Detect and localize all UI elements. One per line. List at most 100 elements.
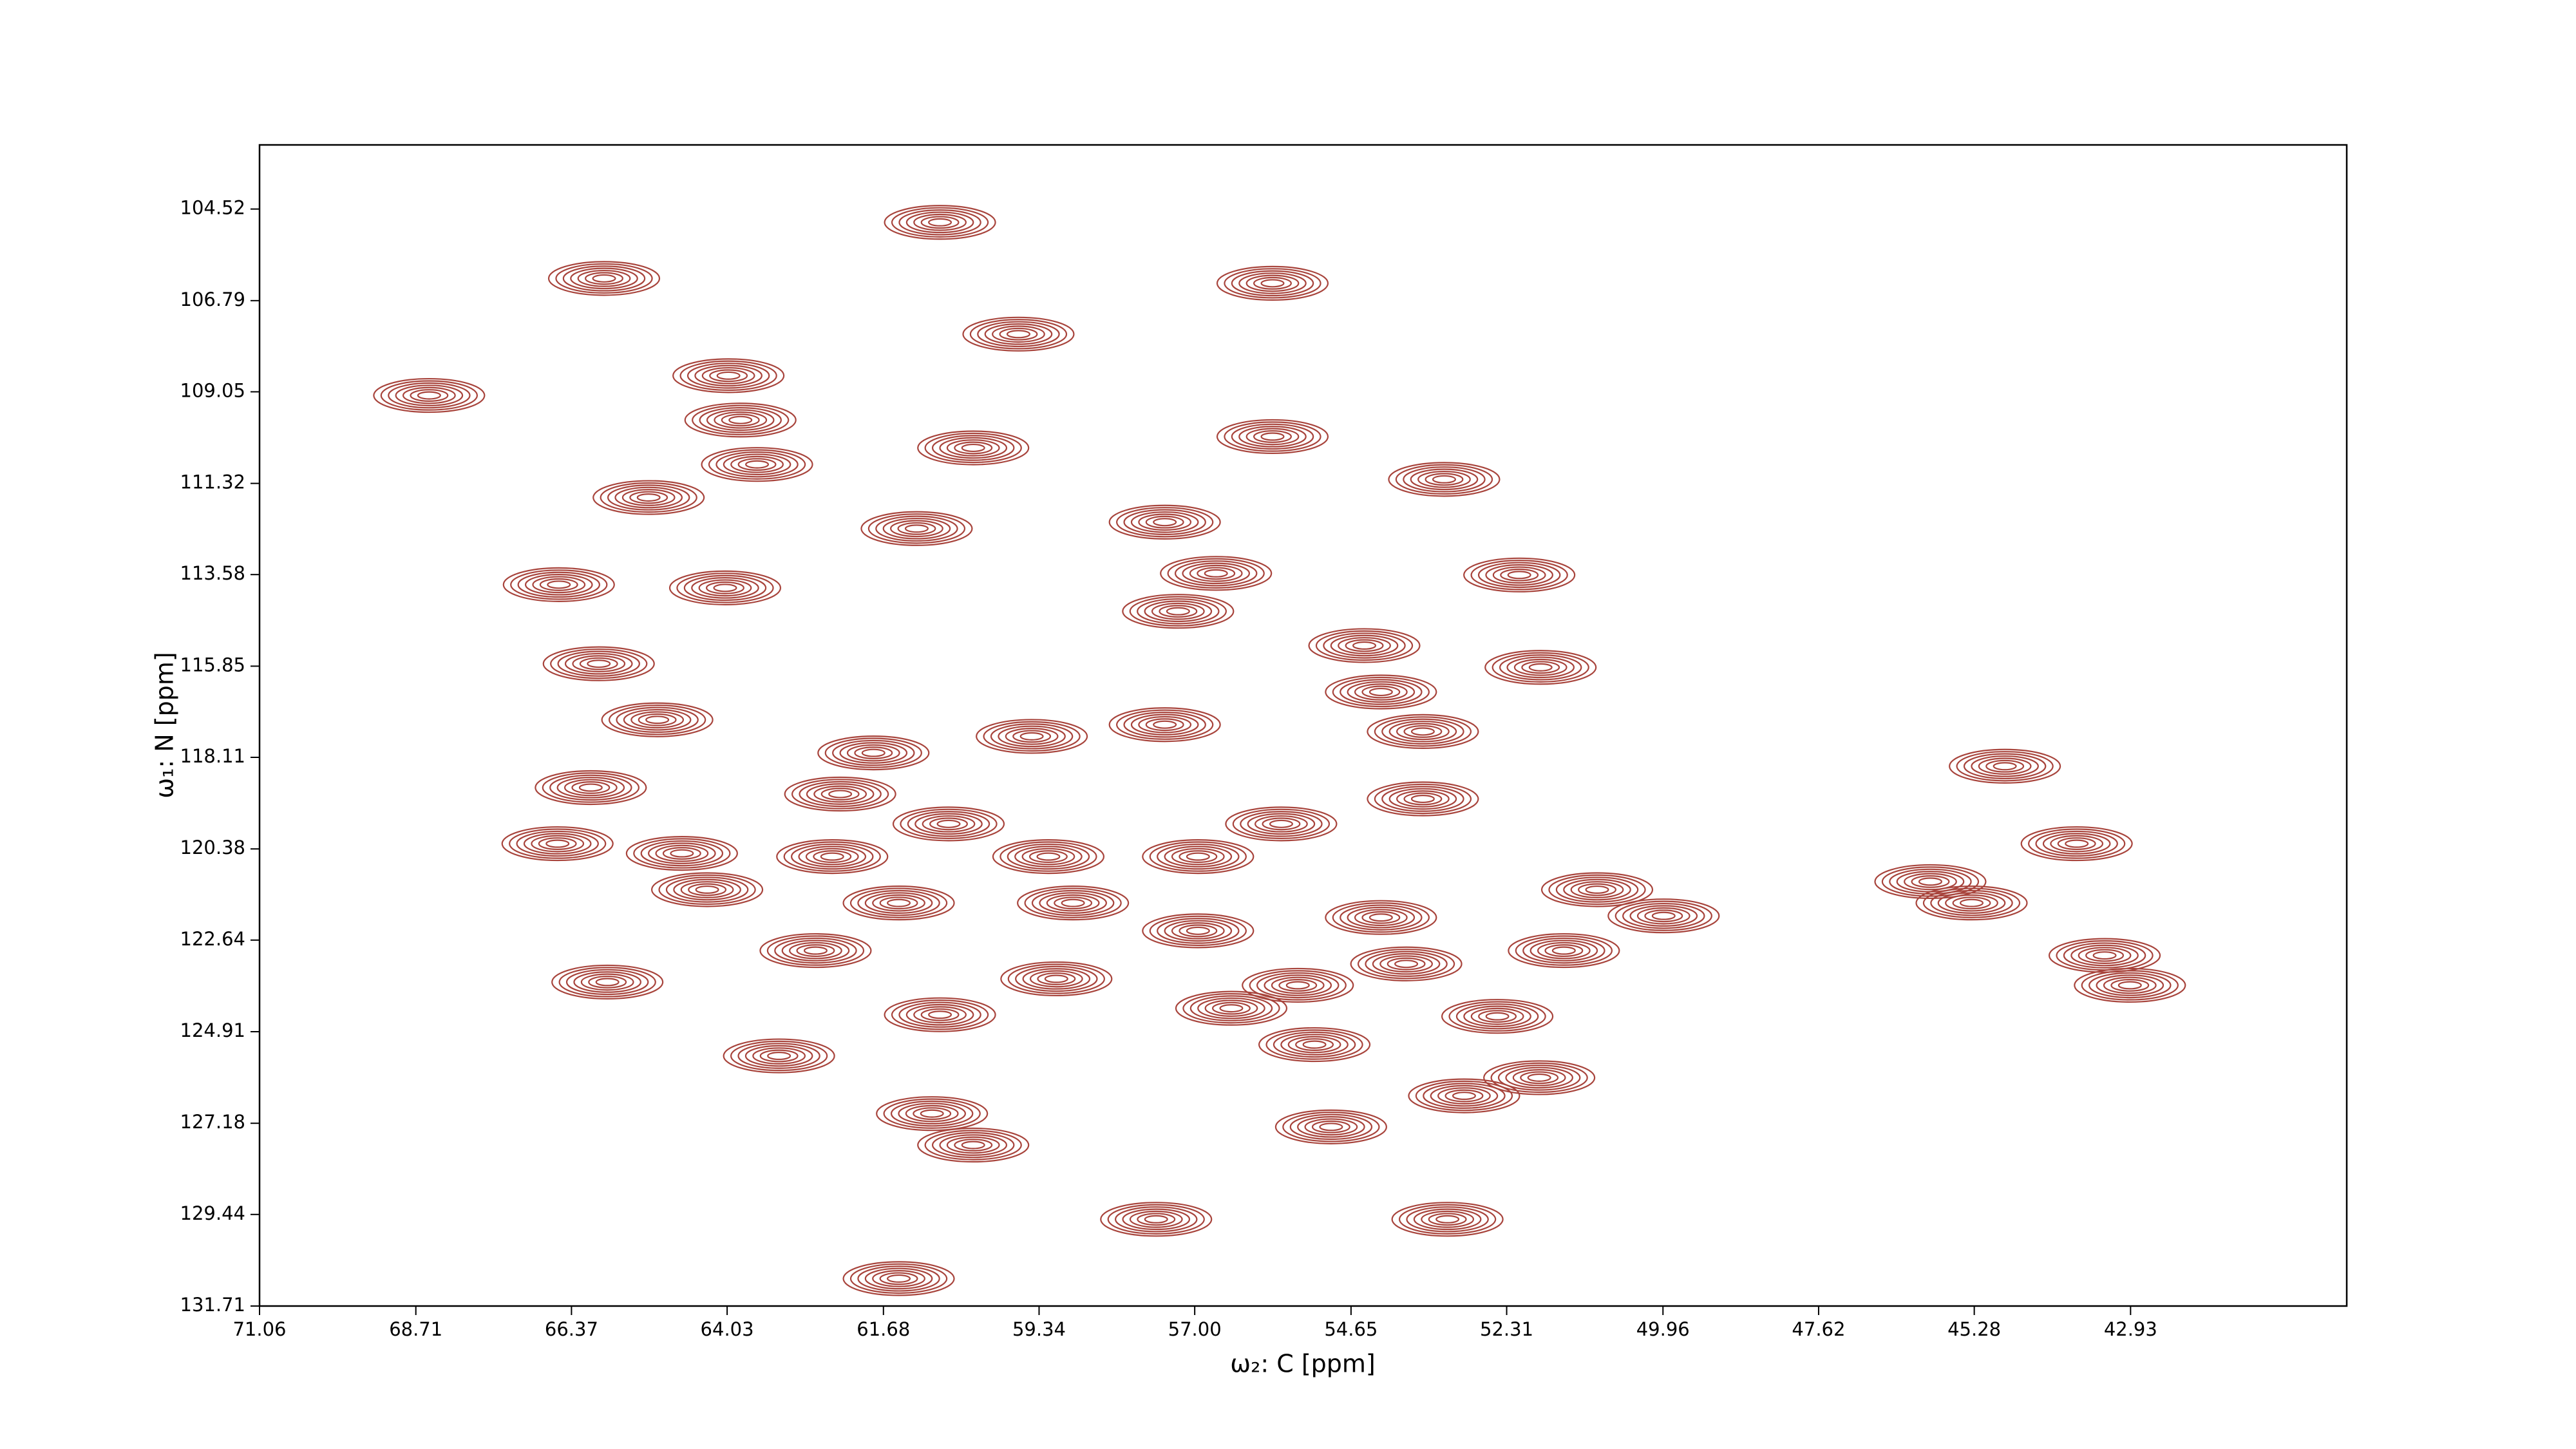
contour-level <box>1563 878 1631 901</box>
contour-level <box>907 811 990 837</box>
contour-level <box>1347 906 1416 929</box>
contour-level <box>679 360 777 392</box>
contour-level <box>832 739 915 766</box>
contour-level <box>1249 970 1347 1001</box>
contour-level <box>417 391 441 400</box>
contour-level <box>2020 826 2133 862</box>
contour-level <box>1500 568 1539 582</box>
peak <box>917 430 1030 466</box>
contour-level <box>1387 957 1426 971</box>
contour-level <box>629 491 668 504</box>
contour-level <box>542 646 655 681</box>
contour-level <box>1548 874 1646 905</box>
contour-level <box>976 719 1088 754</box>
contour-level <box>1197 567 1236 580</box>
contour-level <box>410 389 449 402</box>
contour-level <box>1186 926 1210 935</box>
y-tick-label: 106.79 <box>180 289 245 310</box>
contour-level <box>616 706 699 733</box>
contour-level <box>531 835 585 853</box>
peak <box>2020 826 2133 862</box>
peak <box>672 358 785 393</box>
contour-level <box>539 578 578 591</box>
contour-level <box>1122 1208 1191 1231</box>
contour-level <box>551 964 664 1000</box>
contour-level <box>1338 637 1391 654</box>
contour-level <box>999 841 1097 872</box>
contour-level <box>723 1038 835 1074</box>
y-tick-label: 115.85 <box>180 654 245 676</box>
contour-level <box>791 843 874 870</box>
contour-level <box>1295 1038 1334 1052</box>
contour-level <box>905 1003 974 1026</box>
peak <box>373 377 486 413</box>
contour-level <box>745 460 770 469</box>
contour-level <box>1044 974 1068 983</box>
contour-level <box>1555 876 1639 903</box>
contour-level <box>1108 707 1221 743</box>
contour-level <box>1325 674 1437 710</box>
contour-level <box>2063 942 2146 969</box>
contour-level <box>2096 974 2164 996</box>
contour-level <box>655 844 709 862</box>
peak <box>1142 913 1255 949</box>
x-tick-label: 47.62 <box>1792 1318 1845 1340</box>
contour-level <box>395 384 464 406</box>
contour-level <box>781 940 850 961</box>
contour-level <box>1149 915 1247 947</box>
contour-level <box>1403 466 1486 493</box>
contour-level <box>1425 473 1464 486</box>
contour-level <box>887 1274 911 1283</box>
contour-level <box>1253 276 1292 290</box>
contour-level <box>1129 596 1227 627</box>
contour-level <box>1452 1092 1476 1101</box>
contour-level <box>774 937 857 964</box>
contour-level <box>1615 900 1712 931</box>
contour-level <box>509 828 607 859</box>
contour-level <box>1470 560 1568 591</box>
contour-level <box>992 839 1105 875</box>
contour-level <box>557 650 640 677</box>
peak <box>884 997 996 1032</box>
contour-level <box>1107 1204 1205 1235</box>
contour-level <box>2042 833 2111 855</box>
contour-level <box>1889 868 1972 895</box>
x-axis-label: ω₂: C [ppm] <box>1230 1350 1375 1378</box>
contour-level <box>1247 813 1316 835</box>
contour-level <box>1142 839 1255 875</box>
contour-level <box>1896 871 1965 893</box>
peak <box>1508 933 1620 969</box>
contour-level <box>1039 892 1107 914</box>
contour-level <box>706 409 775 431</box>
contour-level <box>867 513 966 544</box>
contour-level <box>1224 421 1321 452</box>
contour-level <box>1012 730 1052 743</box>
contour-level <box>924 432 1022 464</box>
contour-level <box>820 852 844 861</box>
contour-level <box>936 819 961 828</box>
contour-level <box>556 777 625 799</box>
contour-level <box>1406 1206 1489 1233</box>
contour-level <box>913 1107 952 1121</box>
contour-level <box>2088 972 2172 999</box>
contour-level <box>913 1006 967 1024</box>
contour-level <box>1197 997 1265 1019</box>
contour-level <box>2117 981 2142 990</box>
peak <box>876 1096 989 1132</box>
contour-level <box>897 522 936 535</box>
contour-level <box>562 265 646 292</box>
contour-level <box>849 887 948 918</box>
contour-level <box>789 942 842 960</box>
contour-level <box>854 746 893 760</box>
contour-level <box>898 1001 981 1028</box>
contour-level <box>784 776 896 812</box>
contour-level <box>1273 1031 1356 1058</box>
x-tick-label: 68.71 <box>389 1318 442 1340</box>
contour-level <box>900 808 998 840</box>
peak <box>1325 674 1437 710</box>
contour-level <box>1408 1078 1520 1113</box>
peak <box>1915 886 2028 921</box>
contour-level <box>842 1261 955 1296</box>
